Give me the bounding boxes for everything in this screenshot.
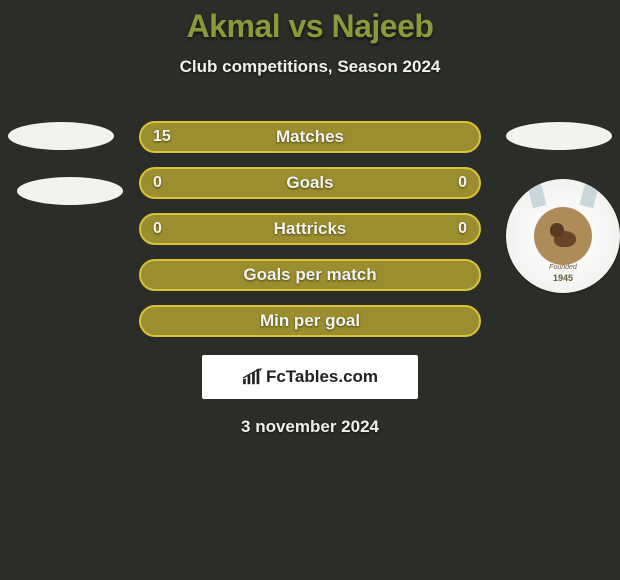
stat-bar: Min per goal <box>139 305 481 337</box>
stat-label: Min per goal <box>260 311 360 331</box>
badge-inner-circle <box>534 207 592 265</box>
source-logo: FcTables.com <box>202 355 418 399</box>
content-wrapper: Akmal vs Najeeb Club competitions, Seaso… <box>0 0 620 580</box>
stat-bar: 0 Hattricks 0 <box>139 213 481 245</box>
badge-founded-label: Founded <box>549 264 577 271</box>
stat-left-value: 0 <box>153 174 162 192</box>
stat-bar: Goals per match <box>139 259 481 291</box>
deer-icon <box>546 221 580 251</box>
stat-right-value: 0 <box>458 220 467 238</box>
badge-antler-right <box>580 179 601 208</box>
stat-bar: 0 Goals 0 <box>139 167 481 199</box>
source-logo-text: FcTables.com <box>266 367 378 387</box>
player-photo-right-1 <box>506 122 612 150</box>
club-badge: Founded 1945 <box>506 179 620 293</box>
player-photo-left-2 <box>17 177 123 205</box>
stat-left-value: 0 <box>153 220 162 238</box>
date-label: 3 november 2024 <box>0 417 620 437</box>
player-photo-left-1 <box>8 122 114 150</box>
page-title: Akmal vs Najeeb <box>0 8 620 45</box>
badge-antler-left <box>526 179 547 208</box>
stat-right-value: 0 <box>458 174 467 192</box>
stat-label: Matches <box>276 127 344 147</box>
stat-label: Hattricks <box>274 219 347 239</box>
stat-left-value: 15 <box>153 128 171 146</box>
subtitle: Club competitions, Season 2024 <box>0 57 620 77</box>
stat-label: Goals per match <box>243 265 376 285</box>
stat-bar: 15 Matches <box>139 121 481 153</box>
bar-chart-icon <box>242 368 264 386</box>
stat-label: Goals <box>286 173 333 193</box>
badge-year: 1945 <box>553 273 573 283</box>
